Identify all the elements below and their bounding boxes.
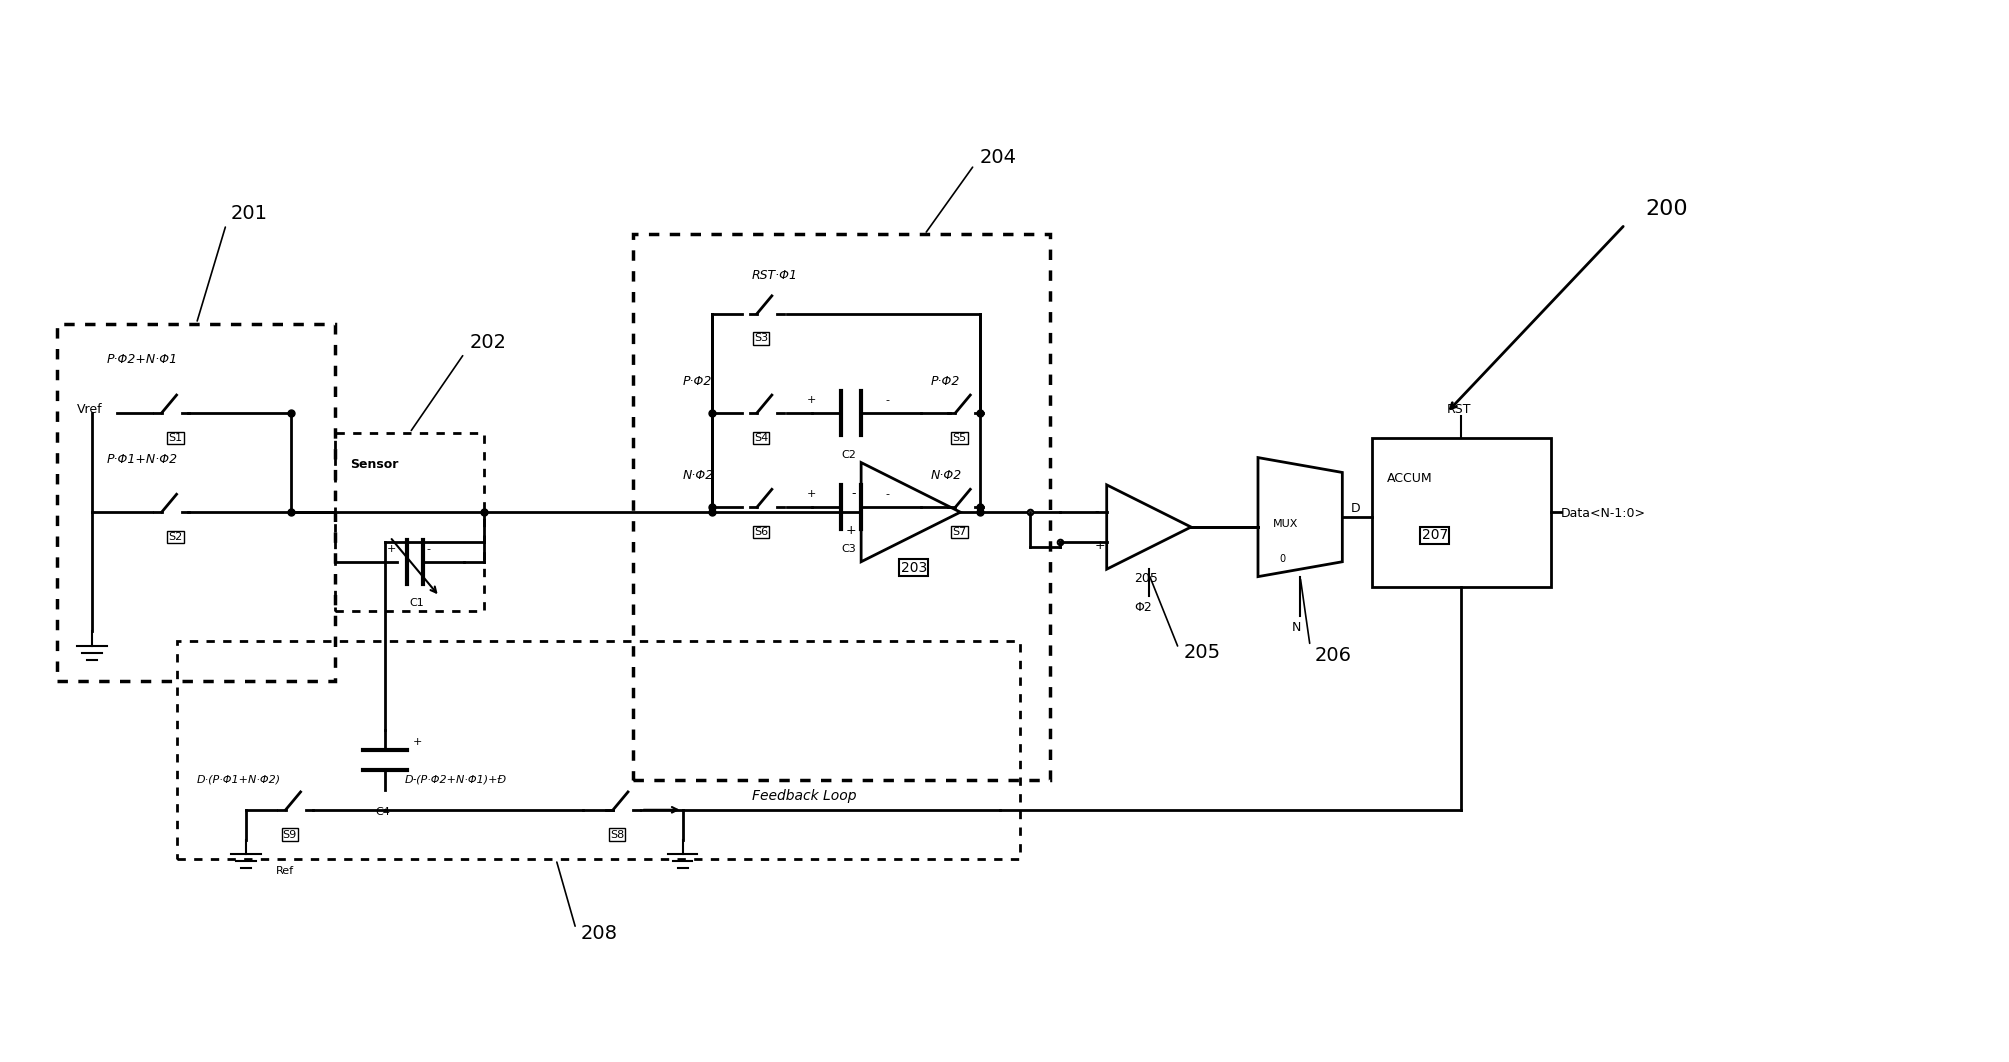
Text: C3: C3 [842,544,856,554]
Text: D·(P·Φ2+N·Φ1)+Đ: D·(P·Φ2+N·Φ1)+Đ [404,774,506,784]
Text: -: - [852,487,856,500]
Text: -: - [886,395,890,405]
Text: N: N [1292,621,1302,634]
Text: S1: S1 [169,432,183,443]
Text: RST·Φ1: RST·Φ1 [751,269,798,282]
Text: +: + [412,737,422,748]
Text: +: + [806,395,816,405]
Text: P·Φ2: P·Φ2 [930,375,960,388]
Text: -: - [886,490,890,499]
Text: Feedback Loop: Feedback Loop [751,789,856,803]
Text: N·Φ2: N·Φ2 [930,469,962,482]
Text: RST: RST [1446,402,1471,416]
Text: S9: S9 [283,829,297,840]
Text: Vref: Vref [76,402,102,416]
Text: +: + [388,544,396,554]
Text: 201: 201 [231,205,267,223]
Text: Data<N-1:0>: Data<N-1:0> [1561,508,1645,520]
Text: 204: 204 [978,148,1017,167]
Text: S3: S3 [753,333,767,343]
Text: +: + [1095,538,1105,552]
Text: 0: 0 [1280,553,1286,564]
Text: 200: 200 [1645,199,1688,219]
Text: 206: 206 [1316,646,1352,665]
Text: 205: 205 [1183,644,1221,663]
Text: S7: S7 [952,527,966,537]
Text: 208: 208 [581,924,619,943]
Text: C1: C1 [410,598,424,609]
Text: P·Φ2+N·Φ1: P·Φ2+N·Φ1 [106,354,179,366]
Text: S4: S4 [753,432,767,443]
Text: S8: S8 [611,829,625,840]
Text: D·(P·Φ1+N·Φ2): D·(P·Φ1+N·Φ2) [197,774,281,784]
Text: 203: 203 [900,561,926,575]
Text: MUX: MUX [1274,519,1298,529]
Text: S2: S2 [169,532,183,542]
Text: Φ2: Φ2 [1133,601,1151,614]
Text: S5: S5 [952,432,966,443]
Text: Ref: Ref [275,867,293,876]
Text: N·Φ2: N·Φ2 [683,469,713,482]
Text: C4: C4 [376,807,390,817]
Text: C2: C2 [842,449,856,460]
Text: S6: S6 [753,527,767,537]
Text: 202: 202 [470,333,506,353]
Text: Sensor: Sensor [350,458,398,470]
Text: 205: 205 [1133,571,1157,584]
Text: -: - [412,774,416,784]
Text: P·Φ2: P·Φ2 [683,375,711,388]
Text: +: + [846,524,856,537]
Text: -: - [1095,506,1099,518]
Text: P·Φ1+N·Φ2: P·Φ1+N·Φ2 [106,452,179,465]
Text: -: - [426,544,430,554]
Text: ACCUM: ACCUM [1386,473,1432,485]
Text: +: + [806,490,816,499]
Text: D: D [1350,502,1360,515]
Text: 207: 207 [1422,529,1448,543]
